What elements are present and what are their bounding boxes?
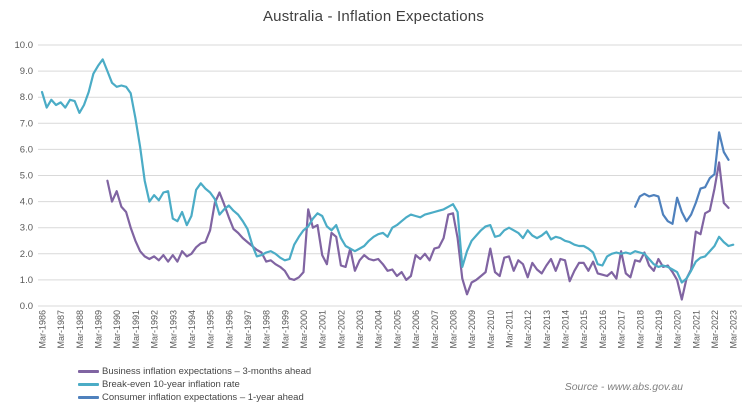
x-tick-label-Mar-1989: Mar-1989 — [94, 310, 104, 349]
x-tick-label-Mar-2017: Mar-2017 — [617, 310, 627, 349]
legend-item-business: Business inflation expectations – 3-mont… — [78, 365, 311, 378]
x-tick-label-Mar-2002: Mar-2002 — [336, 310, 346, 349]
chart-legend: Business inflation expectations – 3-mont… — [78, 365, 311, 404]
x-tick-label-Mar-1988: Mar-1988 — [75, 310, 85, 349]
x-tick-label-Mar-2009: Mar-2009 — [467, 310, 477, 349]
business-series-line — [106, 161, 730, 301]
y-tick-label-2: 2.0 — [20, 249, 33, 260]
x-tick-label-Mar-1990: Mar-1990 — [112, 310, 122, 349]
x-tick-label-Mar-2007: Mar-2007 — [430, 310, 440, 349]
legend-label-consumer: Consumer inflation expectations – 1-year… — [102, 392, 304, 403]
x-tick-label-Mar-2004: Mar-2004 — [374, 310, 384, 349]
x-tick-label-Mar-1997: Mar-1997 — [243, 310, 253, 349]
x-tick-label-Mar-2019: Mar-2019 — [654, 310, 664, 349]
x-tick-label-Mar-2016: Mar-2016 — [598, 310, 608, 349]
x-tick-label-Mar-2006: Mar-2006 — [411, 310, 421, 349]
y-tick-label-8: 8.0 — [20, 92, 33, 103]
legend-label-business: Business inflation expectations – 3-mont… — [102, 366, 312, 377]
x-tick-label-Mar-2011: Mar-2011 — [505, 310, 515, 348]
x-tick-label-Mar-2013: Mar-2013 — [542, 310, 552, 349]
x-tick-label-Mar-2010: Mar-2010 — [486, 310, 496, 349]
x-tick-label-Mar-1994: Mar-1994 — [187, 310, 197, 349]
y-tick-label-10: 10.0 — [15, 40, 34, 51]
consumer-series-line — [633, 131, 730, 225]
legend-item-consumer: Consumer inflation expectations – 1-year… — [78, 391, 311, 404]
x-tick-label-Mar-2018: Mar-2018 — [635, 310, 645, 349]
x-tick-label-Mar-2023: Mar-2023 — [729, 310, 739, 349]
x-tick-label-Mar-1992: Mar-1992 — [150, 310, 160, 349]
y-tick-label-6: 6.0 — [20, 144, 33, 155]
x-tick-label-Mar-1993: Mar-1993 — [168, 310, 178, 349]
x-tick-label-Mar-1996: Mar-1996 — [224, 310, 234, 349]
x-tick-label-Mar-1987: Mar-1987 — [56, 310, 66, 349]
x-tick-label-Mar-2012: Mar-2012 — [523, 310, 533, 349]
x-tick-label-Mar-2000: Mar-2000 — [299, 310, 309, 349]
x-tick-label-Mar-2005: Mar-2005 — [392, 310, 402, 349]
x-tick-label-Mar-1995: Mar-1995 — [206, 310, 216, 349]
legend-label-break-even: Break-even 10-year inflation rate — [102, 379, 240, 390]
x-tick-label-Mar-2008: Mar-2008 — [448, 310, 458, 349]
x-tick-label-Mar-1998: Mar-1998 — [262, 310, 272, 349]
x-tick-label-Mar-1999: Mar-1999 — [280, 310, 290, 349]
y-tick-label-3: 3.0 — [20, 223, 33, 234]
x-tick-label-Mar-2003: Mar-2003 — [355, 310, 365, 349]
y-tick-label-7: 7.0 — [20, 118, 33, 129]
legend-swatch-business — [78, 370, 99, 373]
x-tick-label-Mar-1991: Mar-1991 — [131, 310, 141, 349]
x-tick-label-Mar-2015: Mar-2015 — [579, 310, 589, 349]
x-tick-label-Mar-2001: Mar-2001 — [318, 310, 328, 349]
source-note: Source - www.abs.gov.au — [564, 381, 683, 393]
x-tick-label-Mar-2022: Mar-2022 — [710, 310, 720, 349]
y-tick-label-0: 0.0 — [20, 301, 33, 312]
x-tick-label-Mar-2020: Mar-2020 — [673, 310, 683, 349]
x-tick-label-Mar-2014: Mar-2014 — [561, 310, 571, 349]
break_even-series-line — [40, 58, 735, 284]
legend-swatch-break-even — [78, 383, 99, 386]
chart-title: Australia - Inflation Expectations — [262, 8, 485, 25]
x-tick-label-Mar-1986: Mar-1986 — [38, 310, 48, 349]
y-tick-label-1: 1.0 — [20, 275, 33, 286]
legend-swatch-consumer — [78, 396, 99, 399]
y-tick-label-4: 4.0 — [20, 197, 33, 208]
x-tick-label-Mar-2021: Mar-2021 — [691, 310, 701, 349]
y-tick-label-5: 5.0 — [20, 171, 33, 182]
y-tick-label-9: 9.0 — [20, 66, 33, 77]
legend-item-break-even: Break-even 10-year inflation rate — [78, 378, 311, 391]
